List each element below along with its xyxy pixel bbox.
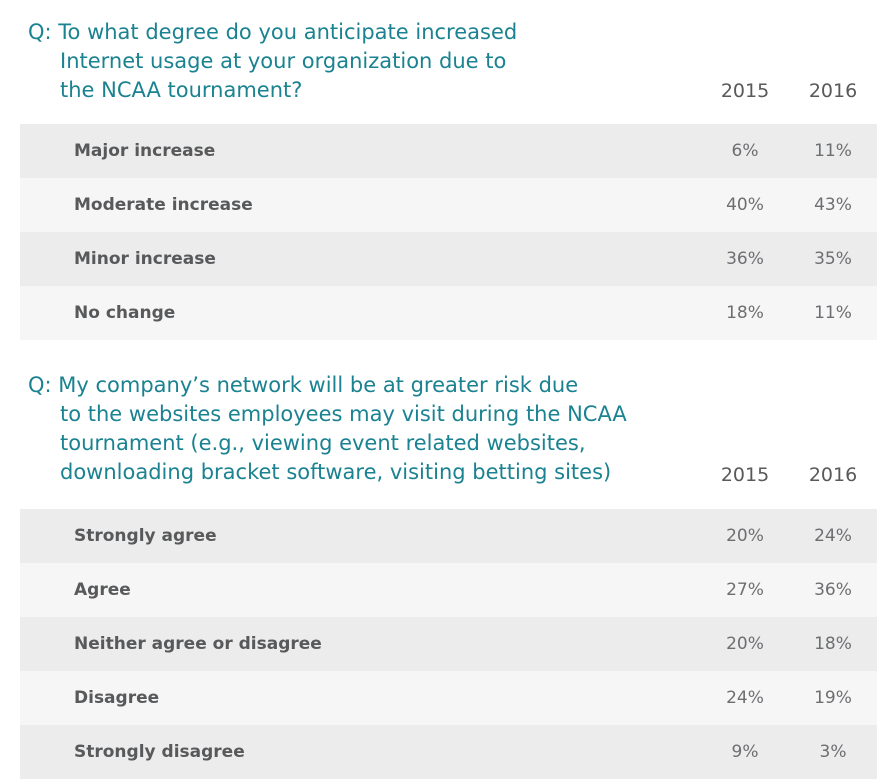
value-2015: 9% bbox=[731, 742, 759, 762]
row-label: Disagree bbox=[74, 688, 160, 708]
table-row: No change 18% 11% bbox=[20, 286, 877, 340]
row-label: No change bbox=[74, 303, 176, 323]
question-2-line-2: to the websites employees may visit duri… bbox=[60, 402, 627, 426]
row-label: Neither agree or disagree bbox=[74, 634, 322, 654]
value-2015: 18% bbox=[726, 303, 764, 323]
value-2016: 19% bbox=[814, 688, 852, 708]
table-row: Minor increase 36% 35% bbox=[20, 232, 877, 286]
table-row: Disagree 24% 19% bbox=[20, 671, 877, 725]
row-label: Major increase bbox=[74, 141, 216, 161]
question-2: Q: My company’s network will be at great… bbox=[28, 371, 627, 487]
table-row: Moderate increase 40% 43% bbox=[20, 178, 877, 232]
value-2016: 18% bbox=[814, 634, 852, 654]
table-row: Major increase 6% 11% bbox=[20, 124, 877, 178]
table-row: Neither agree or disagree 20% 18% bbox=[20, 617, 877, 671]
section-1-table: Major increase 6% 11% Moderate increase … bbox=[20, 124, 877, 340]
question-1-line-3: the NCAA tournament? bbox=[60, 78, 303, 102]
row-label: Minor increase bbox=[74, 249, 216, 269]
question-2-line-3: tournament (e.g., viewing event related … bbox=[60, 431, 586, 455]
section-2-year-2016-header: 2016 bbox=[808, 464, 858, 486]
value-2016: 11% bbox=[814, 141, 852, 161]
value-2015: 40% bbox=[726, 195, 764, 215]
value-2015: 27% bbox=[726, 580, 764, 600]
value-2015: 6% bbox=[731, 141, 759, 161]
table-row: Agree 27% 36% bbox=[20, 563, 877, 617]
table-row: Strongly agree 20% 24% bbox=[20, 509, 877, 563]
value-2016: 36% bbox=[814, 580, 852, 600]
value-2016: 43% bbox=[814, 195, 852, 215]
row-label: Agree bbox=[74, 580, 131, 600]
section-1-year-2016-header: 2016 bbox=[808, 80, 858, 102]
table-row: Strongly disagree 9% 3% bbox=[20, 725, 877, 779]
value-2015: 24% bbox=[726, 688, 764, 708]
question-2-line-4: downloading bracket software, visiting b… bbox=[60, 460, 612, 484]
row-label: Strongly agree bbox=[74, 526, 217, 546]
value-2015: 20% bbox=[726, 526, 764, 546]
row-label: Moderate increase bbox=[74, 195, 253, 215]
question-2-line-1: Q: My company’s network will be at great… bbox=[28, 373, 579, 397]
value-2016: 24% bbox=[814, 526, 852, 546]
question-1: Q: To what degree do you anticipate incr… bbox=[28, 18, 517, 105]
row-label: Strongly disagree bbox=[74, 742, 245, 762]
value-2015: 20% bbox=[726, 634, 764, 654]
section-1-year-2015-header: 2015 bbox=[720, 80, 770, 102]
value-2016: 35% bbox=[814, 249, 852, 269]
section-2-table: Strongly agree 20% 24% Agree 27% 36% Nei… bbox=[20, 509, 877, 779]
value-2016: 11% bbox=[814, 303, 852, 323]
value-2015: 36% bbox=[726, 249, 764, 269]
question-1-line-2: Internet usage at your organization due … bbox=[60, 49, 507, 73]
question-1-line-1: Q: To what degree do you anticipate incr… bbox=[28, 20, 518, 44]
section-2-year-2015-header: 2015 bbox=[720, 464, 770, 486]
value-2016: 3% bbox=[819, 742, 847, 762]
